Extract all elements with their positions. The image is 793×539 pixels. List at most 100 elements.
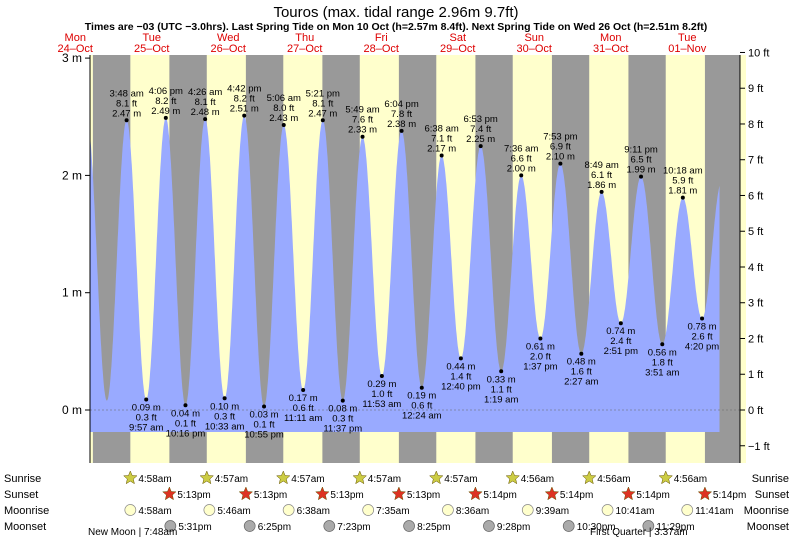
moonset-icon [243, 520, 256, 532]
high-tide-point [242, 113, 247, 118]
sunrise-icon [505, 470, 521, 485]
tide-time: 10:18 am [663, 166, 703, 177]
tide-time: 10:16 pm [166, 428, 206, 439]
high-tide-point [558, 161, 563, 166]
day-date-label: 30–Oct [517, 43, 552, 55]
low-tide-point [618, 321, 623, 326]
moonrise-icon [681, 504, 694, 516]
low-tide-point [379, 373, 384, 378]
tide-height-m: 0.29 m [367, 379, 396, 390]
y-right-tick-label: 7 ft [748, 155, 763, 167]
sunrise-icon [275, 470, 291, 485]
sunset-time: 5:13pm [254, 490, 287, 501]
high-tide-label: 4:26 am8.1 ft2.48 m [188, 87, 222, 118]
right-axis-band [740, 55, 746, 463]
sunrise-icon [352, 470, 368, 485]
low-tide-point [144, 397, 149, 402]
tide-height-m: 2.10 m [546, 152, 575, 163]
high-tide-label: 5:06 am8.0 ft2.43 m [267, 93, 301, 124]
moonrise-icon [521, 504, 534, 516]
moonrise-icon [442, 504, 454, 516]
day-name-label: Mon [65, 32, 86, 44]
sunrise-time: 4:57am [215, 474, 248, 485]
sunset-icon [544, 486, 560, 501]
tide-time: 6:38 am [424, 123, 458, 134]
sunrise-icon [123, 470, 138, 485]
tide-height-ft: 1.0 ft [371, 389, 392, 400]
tide-height-ft: 6.6 ft [511, 153, 532, 164]
tide-height-m: 2.51 m [230, 104, 259, 115]
sunset-time: 5:14pm [483, 490, 516, 501]
high-tide-point [439, 153, 444, 158]
moonset-time: 9:28pm [497, 522, 530, 533]
low-tide-label: 0.78 m2.6 ft4:20 pm [685, 322, 719, 353]
tide-height-ft: 8.1 ft [312, 98, 333, 109]
tide-time: 5:06 am [267, 93, 301, 104]
sunset-icon [315, 486, 330, 501]
tide-height-m: 2.38 m [387, 119, 416, 130]
day-date-label: 27–Oct [287, 43, 322, 55]
moonrise-time: 6:38am [297, 506, 330, 517]
moonrise-time: 5:46am [217, 506, 250, 517]
tide-height-ft: 8.0 ft [273, 103, 294, 114]
high-tide-point [399, 128, 404, 133]
tide-height-ft: 7.1 ft [431, 133, 452, 144]
high-tide-label: 6:04 pm7.8 ft2.38 m [384, 99, 418, 130]
day-date-label: 25–Oct [134, 43, 169, 55]
low-tide-label: 0.56 m1.8 ft3:51 am [645, 347, 679, 378]
tide-height-ft: 0.6 ft [293, 403, 314, 414]
low-tide-point [458, 356, 463, 361]
day-name-label: Wed [217, 32, 239, 44]
high-tide-point [281, 122, 286, 127]
tide-height-ft: 8.2 ft [234, 94, 255, 105]
low-tide-point [700, 316, 705, 321]
sunrise-row-label-right: Sunrise [752, 473, 789, 485]
sunset-icon [238, 486, 254, 501]
tide-height-m: 1.99 m [626, 165, 655, 176]
tide-time: 8:49 am [584, 160, 618, 171]
tide-height-m: 2.47 m [308, 108, 337, 119]
tide-height-m: 0.44 m [446, 361, 475, 372]
low-tide-label: 0.33 m1.1 ft1:19 am [484, 374, 518, 405]
moonset-icon [562, 520, 575, 532]
tide-height-ft: 5.9 ft [672, 176, 693, 187]
tide-time: 4:26 am [188, 87, 222, 98]
y-right-tick-label: 2 ft [748, 333, 763, 345]
sunset-row-label-right: Sunset [755, 489, 789, 501]
tide-height-m: 2.33 m [348, 125, 377, 136]
sunset-icon [162, 486, 177, 501]
sunrise-row-label-left: Sunrise [4, 473, 41, 485]
low-tide-point [579, 351, 584, 356]
moonset-icon [642, 520, 655, 532]
low-tide-point [183, 403, 188, 408]
sunset-time: 5:14pm [713, 490, 746, 501]
tide-height-ft: 8.1 ft [116, 98, 137, 109]
chart-subtitle: Times are −03 (UTC −3.0hrs). Last Spring… [85, 21, 707, 33]
day-date-label: 01–Nov [668, 43, 706, 55]
y-right-tick-label: 1 ft [748, 369, 763, 381]
sunrise-icon [428, 470, 444, 485]
tide-height-m: 2.43 m [269, 113, 298, 124]
tide-height-m: 0.48 m [567, 357, 596, 368]
high-tide-point [478, 144, 483, 149]
y-right-tick-label: 4 ft [748, 262, 763, 274]
low-tide-point [538, 336, 543, 341]
tide-time: 1:37 pm [523, 361, 557, 372]
moonrise-time: 9:39am [536, 506, 569, 517]
high-tide-label: 6:53 pm7.4 ft2.25 m [464, 114, 498, 145]
low-tide-point [262, 404, 267, 409]
sunset-time: 5:14pm [636, 490, 669, 501]
y-right-tick-label: −1 ft [748, 441, 770, 453]
tide-height-ft: 8.1 ft [195, 97, 216, 108]
tide-time: 3:51 am [645, 367, 679, 378]
y-left-tick-label: 1 m [62, 286, 82, 300]
tide-time: 11:11 am [284, 413, 322, 424]
day-name-label: Fri [375, 32, 388, 44]
tide-time: 11:53 am [362, 399, 401, 410]
tide-height-m: 2.49 m [151, 106, 180, 117]
tide-height-m: 0.33 m [487, 374, 516, 385]
day-name-label: Sun [524, 32, 544, 44]
moonrise-time: 7:35am [376, 506, 409, 517]
y-right-tick-label: 6 ft [748, 190, 763, 202]
